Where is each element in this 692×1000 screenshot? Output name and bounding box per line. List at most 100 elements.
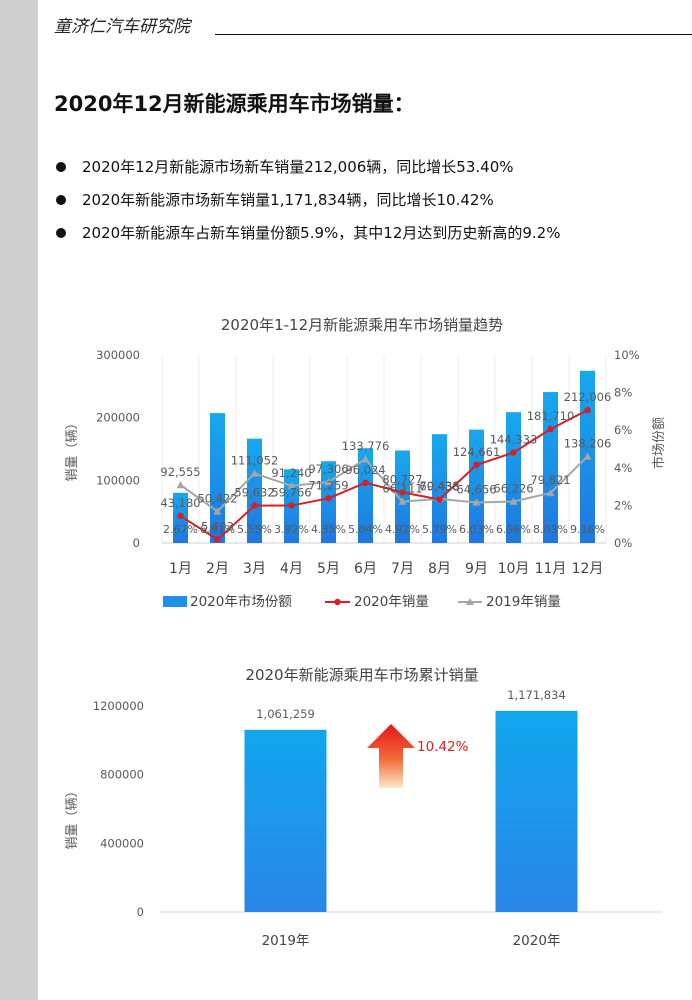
y-tick-label: 300000 xyxy=(96,348,140,362)
x-tick-label: 3月 xyxy=(243,561,266,577)
y-axis-title: 销量（辆） xyxy=(65,784,80,849)
sales-2019-label: 138,206 xyxy=(564,436,612,450)
sales-2019-point xyxy=(361,455,370,463)
sales-2020-label: 59,766 xyxy=(271,486,311,500)
sales-2019-point xyxy=(213,507,222,515)
y-axis-title: 销量（辆） xyxy=(65,416,80,481)
cumulative-bar xyxy=(244,729,327,912)
y-tick-label: 100000 xyxy=(96,473,140,487)
sales-2019-point xyxy=(287,481,296,490)
sales-2019-point xyxy=(472,498,481,506)
sales-2020-point xyxy=(251,502,258,509)
sales-2020-point xyxy=(547,425,554,433)
share-bar xyxy=(543,392,558,543)
growth-label: 10.42% xyxy=(417,739,469,755)
share-bar xyxy=(210,413,225,543)
sales-2020-point xyxy=(510,449,517,456)
bullet-dot-icon xyxy=(56,195,66,205)
legend-label: 2020年销量 xyxy=(354,594,429,610)
y2-tick-label: 8% xyxy=(614,386,632,400)
sales-2019-label: 133,776 xyxy=(342,439,390,453)
x-tick-label: 8月 xyxy=(428,561,451,577)
bullet-item: 2020年新能源市场新车销量1,171,834辆，同比增长10.42% xyxy=(54,187,560,220)
sales-2020-label: 5,423 xyxy=(201,520,234,534)
sales-2019-label: 97,306 xyxy=(308,462,348,476)
sales-2020-point xyxy=(362,479,369,487)
y2-tick-label: 4% xyxy=(614,461,632,475)
bullet-item: 2020年12月新能源市场新车销量212,006辆，同比增长53.40% xyxy=(54,154,560,187)
sales-2020-point xyxy=(214,536,221,543)
sales-2019-point xyxy=(176,480,185,489)
x-tick-label: 7月 xyxy=(391,561,414,577)
y-tick-label: 400000 xyxy=(100,836,144,850)
share-bar xyxy=(358,448,373,543)
legend-marker-2019 xyxy=(466,598,474,605)
share-label: 6.96% xyxy=(496,523,531,536)
share-label: 4.92% xyxy=(385,523,420,536)
share-bar xyxy=(469,429,484,543)
share-bar xyxy=(432,434,447,543)
sales-2020-label: 71,259 xyxy=(308,478,348,492)
sales-2019-point xyxy=(398,497,407,505)
sales-2020-label: 124,661 xyxy=(453,445,501,459)
share-bar xyxy=(395,450,410,543)
bullet-text: 2020年12月新能源市场新车销量212,006辆，同比增长53.40% xyxy=(82,158,514,176)
sales-2020-point xyxy=(584,406,591,414)
share-label: 5.79% xyxy=(422,523,457,536)
growth-arrow-icon xyxy=(367,724,415,788)
legend-marker-2020 xyxy=(334,598,341,606)
x-tick-label: 12月 xyxy=(572,561,604,577)
organization-name: 童济仁汽车研究院 xyxy=(54,17,190,37)
sales-2019-label: 79,821 xyxy=(530,473,570,487)
sales-2020-label: 80,727 xyxy=(382,472,422,486)
sales-2019-label: 66,226 xyxy=(493,481,533,495)
sales-2020-point xyxy=(177,512,184,520)
sales-2019-label: 50,422 xyxy=(197,491,237,505)
bullet-text: 2020年新能源市场新车销量1,171,834辆，同比增长10.42% xyxy=(82,191,494,209)
sales-2019-label: 70,438 xyxy=(419,479,459,493)
sales-2019-label: 64,656 xyxy=(456,482,496,496)
sales-2019-label: 91,240 xyxy=(271,466,311,480)
sales-2020-label: 181,710 xyxy=(527,409,575,423)
sales-2019-point xyxy=(324,478,333,486)
sales-2020-point xyxy=(473,461,480,469)
share-bar xyxy=(247,438,262,543)
sales-2019-label: 111,052 xyxy=(231,453,279,467)
x-tick-label: 10月 xyxy=(498,561,530,577)
legend-label: 2019年销量 xyxy=(486,594,561,610)
y2-tick-label: 0% xyxy=(614,536,632,550)
summary-bullets: 2020年12月新能源市场新车销量212,006辆，同比增长53.40% 202… xyxy=(54,154,560,253)
left-margin-strip xyxy=(0,0,38,1000)
sales-2019-point xyxy=(509,497,518,505)
sales-2020-label: 144,333 xyxy=(490,433,538,447)
sales-2019-label: 92,555 xyxy=(160,465,200,479)
share-label: 4.35% xyxy=(311,523,346,536)
legend-label: 2020年市场份额 xyxy=(190,593,292,610)
x-tick-label: 2020年 xyxy=(513,933,561,949)
sales-2020-label: 69,438 xyxy=(419,479,459,493)
share-label: 9.16% xyxy=(570,523,605,536)
sales-2020-label: 59,632 xyxy=(234,486,274,500)
share-label: 6.91% xyxy=(200,523,235,536)
bullet-item: 2020年新能源车占新车销量份额5.9%，其中12月达到历史新高的9.2% xyxy=(54,220,560,253)
x-tick-label: 2019年 xyxy=(262,933,310,949)
share-label: 8.03% xyxy=(533,523,568,536)
sales-2020-label: 43,180 xyxy=(160,496,200,510)
x-tick-label: 6月 xyxy=(354,561,377,577)
legend-swatch-share xyxy=(163,596,187,607)
y-tick-label: 1200000 xyxy=(93,699,144,713)
x-tick-label: 5月 xyxy=(317,561,340,577)
sales-2020-point xyxy=(288,502,295,509)
sales-2020-label: 212,006 xyxy=(564,390,612,404)
sales-2020-point xyxy=(399,489,406,496)
bar-value-label: 1,061,259 xyxy=(256,707,315,721)
y2-tick-label: 2% xyxy=(614,498,632,512)
y2-axis-title: 市场份额 xyxy=(651,417,667,469)
series-line-2020 xyxy=(179,409,588,541)
x-tick-label: 4月 xyxy=(280,561,303,577)
y-tick-label: 0 xyxy=(137,905,144,919)
share-label: 6.03% xyxy=(459,523,494,536)
sales-2020-point xyxy=(436,496,443,503)
cumulative-sales-chart: 2020年新能源乘用车市场累计销量 1200000 800000 400000 0 销量… xyxy=(65,666,662,949)
sales-2020-label: 96,024 xyxy=(345,463,385,477)
